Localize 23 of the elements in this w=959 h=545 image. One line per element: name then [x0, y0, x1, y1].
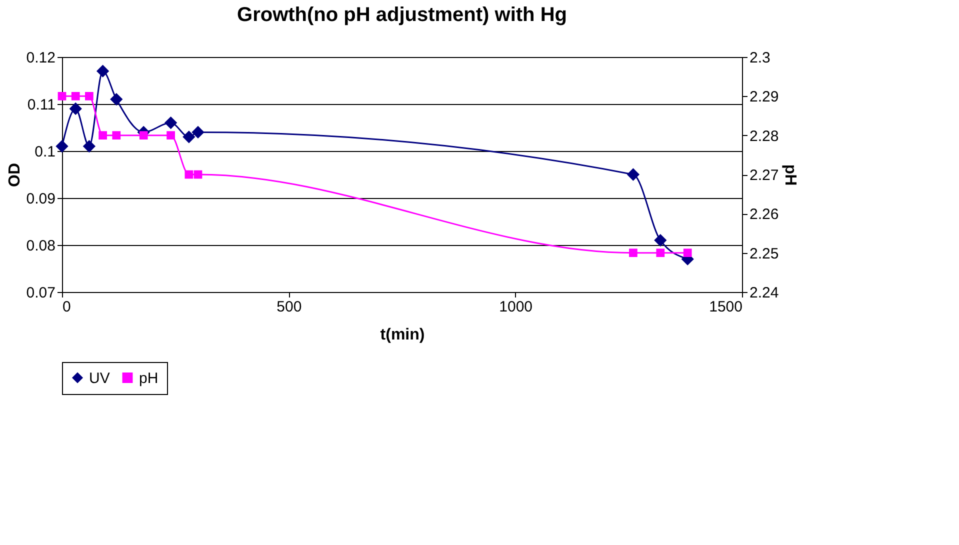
- legend-label: UV: [89, 370, 110, 387]
- x-axis-title: t(min): [380, 326, 425, 344]
- y2-axis-title: pH: [782, 164, 799, 186]
- y2-tick-label: 2.3: [750, 50, 770, 66]
- y2-tick-label: 2.28: [750, 128, 779, 145]
- y2-tick-label: 2.29: [750, 88, 779, 106]
- y-axis-title: OD: [6, 163, 24, 187]
- y-tick-label: 0.09: [26, 190, 56, 208]
- x-tick-label: 0: [62, 298, 71, 316]
- y2-tick-label: 2.25: [750, 245, 779, 262]
- y-tick-label: 0.1: [34, 144, 56, 160]
- x-tick-label: 1500: [709, 298, 742, 316]
- y2-tick-label: 2.27: [750, 167, 779, 184]
- y-tick-label: 0.08: [26, 238, 56, 254]
- y2-tick-label: 2.24: [750, 284, 779, 302]
- y2-tick-label: 2.26: [750, 206, 779, 224]
- y-tick-label: 0.12: [26, 50, 56, 66]
- legend-label: pH: [139, 370, 158, 387]
- x-tick-label: 500: [276, 298, 302, 316]
- y-tick-label: 0.11: [27, 96, 56, 114]
- x-tick-label: 1000: [499, 298, 533, 316]
- y-tick-label: 0.07: [26, 284, 56, 302]
- chart-title: Growth(no pH adjustment) with Hg: [237, 4, 567, 26]
